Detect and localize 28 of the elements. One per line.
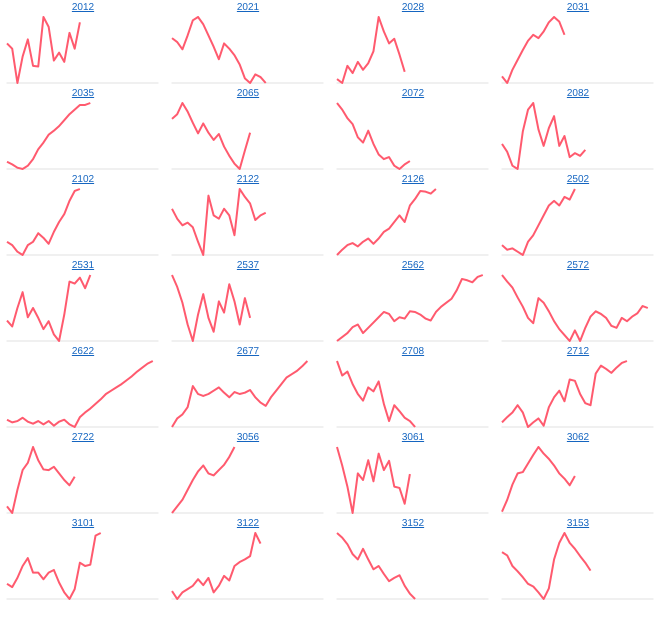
chart-title: 2122	[236, 174, 260, 186]
chart-title: 3061	[402, 432, 424, 444]
chart-title: 3056	[236, 432, 260, 444]
chart-title: 2562	[402, 260, 424, 272]
chart-title: 2722	[72, 432, 94, 444]
chart-title: 2031	[566, 2, 590, 14]
chart-title: 2708	[402, 346, 424, 358]
chart-title: 2531	[72, 260, 94, 272]
chart-title: 2021	[236, 2, 260, 14]
chart-title: 2572	[566, 260, 590, 272]
chart-title: 2537	[236, 260, 260, 272]
chart-title: 2622	[72, 346, 94, 358]
chart-title: 2126	[402, 174, 424, 186]
chart-title: 3062	[566, 432, 590, 444]
chart-title: 3153	[566, 518, 590, 530]
chart-title: 2102	[72, 174, 94, 186]
chart-title: 2712	[566, 346, 590, 358]
chart-title: 2502	[566, 174, 590, 186]
chart-title: 2072	[402, 88, 424, 100]
chart-title: 3122	[236, 518, 260, 530]
chart-title: 3101	[72, 518, 94, 530]
chart-title: 2012	[72, 2, 94, 14]
chart-title: 2677	[236, 346, 260, 358]
chart-title: 2028	[402, 2, 424, 14]
chart-title: 2065	[236, 88, 260, 100]
chart-title: 2035	[72, 88, 94, 100]
chart-title: 3152	[402, 518, 424, 530]
chart-title: 2082	[566, 88, 590, 100]
